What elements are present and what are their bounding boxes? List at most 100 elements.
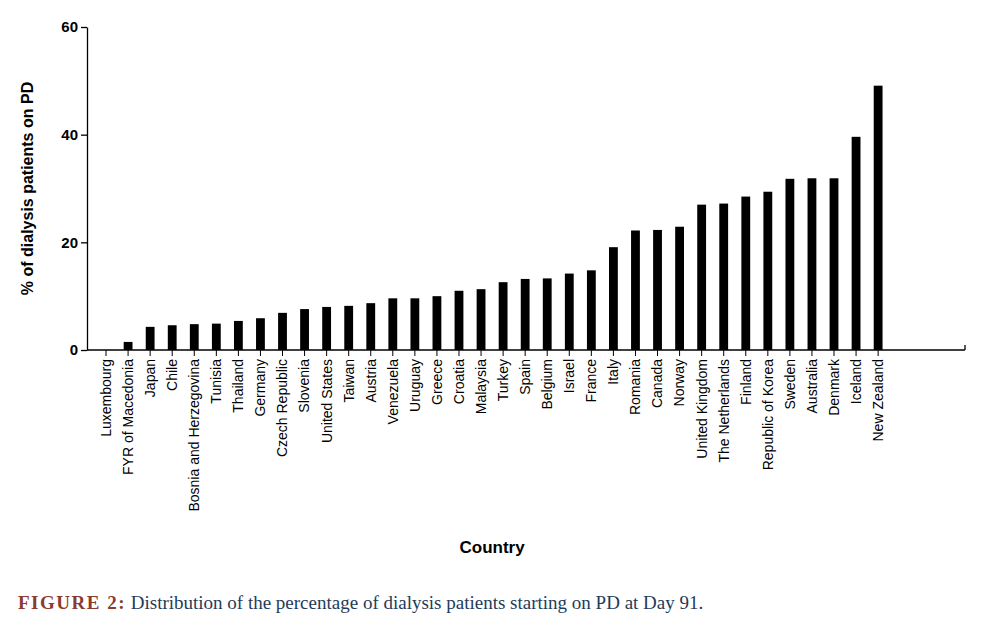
chart: 0204060LuxembourgFYR of MacedoniaJapanCh… — [0, 0, 997, 619]
bar — [124, 342, 133, 350]
x-tick-label: Italy — [605, 359, 621, 385]
caption: FIGURE 2: Distribution of the percentage… — [18, 592, 703, 613]
x-tick-mark — [525, 350, 526, 356]
x-tick-label: Romania — [627, 359, 643, 415]
x-tick-label: Australia — [804, 359, 820, 414]
x-tick-label: Belgium — [539, 359, 555, 410]
bar — [344, 306, 353, 350]
y-tick-label: 0 — [70, 341, 78, 358]
x-tick-mark — [106, 350, 107, 356]
bar — [697, 205, 706, 350]
x-tick-label: Czech Republic — [274, 359, 290, 457]
x-tick-mark — [194, 350, 195, 356]
x-tick: France — [583, 350, 599, 403]
x-tick: Republic of Korea — [760, 350, 776, 470]
x-tick-label: France — [583, 359, 599, 403]
x-tick-mark — [238, 350, 239, 356]
y-tick: 60 — [61, 18, 87, 35]
bar — [653, 230, 662, 350]
x-tick-mark — [458, 350, 459, 356]
x-tick-label: The Netherlands — [716, 359, 732, 463]
y-tick-label: 20 — [61, 234, 78, 251]
x-tick-mark — [569, 350, 570, 356]
x-tick-label: Finland — [738, 359, 754, 405]
x-tick-mark — [789, 350, 790, 356]
x-tick: Thailand — [230, 350, 246, 413]
x-tick-label: Spain — [517, 359, 533, 395]
bar — [146, 327, 155, 350]
x-tick: Israel — [561, 350, 577, 393]
x-tick: Australia — [804, 350, 820, 413]
x-tick: Greece — [429, 350, 445, 405]
x-tick-mark — [723, 350, 724, 356]
bar — [499, 282, 508, 350]
x-tick: The Netherlands — [716, 350, 732, 463]
x-axis: LuxembourgFYR of MacedoniaJapanChileBosn… — [87, 350, 965, 512]
x-tick-label: Denmark — [826, 358, 842, 416]
bar — [477, 289, 486, 350]
x-tick-label: Venezuela — [385, 359, 401, 425]
y-tick-label: 40 — [61, 126, 78, 143]
bar — [300, 309, 309, 350]
x-tick: Sweden — [782, 350, 798, 410]
x-tick-mark — [172, 350, 173, 356]
x-tick: Uruguay — [407, 350, 423, 412]
y-tick-mark — [81, 27, 87, 28]
x-tick: Austria — [363, 350, 379, 403]
y-tick-mark — [81, 350, 87, 351]
x-tick-mark — [591, 350, 592, 356]
x-tick: Norway — [671, 350, 687, 406]
bar — [785, 179, 794, 350]
x-tick-label: United Kingdom — [694, 359, 710, 459]
x-tick-label: Slovenia — [296, 359, 312, 413]
x-tick: United Kingdom — [694, 350, 710, 459]
x-tick: Malaysia — [473, 350, 489, 414]
y-axis-title: % of dialysis patients on PD — [19, 82, 36, 295]
x-tick-mark — [745, 350, 746, 356]
x-tick: New Zealand — [870, 350, 886, 442]
x-tick-label: Israel — [561, 359, 577, 393]
x-tick: Romania — [627, 350, 643, 415]
bar — [874, 86, 883, 350]
x-tick-label: Greece — [429, 359, 445, 405]
x-tick-mark — [326, 350, 327, 356]
x-tick-label: Republic of Korea — [760, 359, 776, 471]
bar — [675, 227, 684, 350]
bar — [719, 204, 728, 350]
bar — [212, 324, 221, 350]
x-tick: Canada — [649, 350, 665, 408]
x-tick: Slovenia — [296, 350, 312, 413]
x-tick: Belgium — [539, 350, 555, 410]
x-tick-mark — [260, 350, 261, 356]
x-tick-label: Iceland — [848, 359, 864, 404]
x-tick-mark — [811, 350, 812, 356]
x-axis-line — [87, 349, 965, 350]
x-tick-label: Thailand — [230, 359, 246, 413]
bar — [388, 298, 397, 350]
x-tick: Luxembourg — [98, 350, 114, 437]
bar — [278, 313, 287, 350]
x-tick-label: Japan — [142, 359, 158, 397]
x-tick-label: Bosnia and Herzegovina — [186, 359, 202, 512]
x-tick-label: Austria — [363, 359, 379, 403]
x-tick: Italy — [605, 350, 621, 385]
x-tick-mark — [370, 350, 371, 356]
x-tick: Denmark — [826, 350, 842, 416]
x-tick: Spain — [517, 350, 533, 395]
y-tick: 20 — [61, 234, 87, 251]
x-tick-mark — [657, 350, 658, 356]
x-tick-label: Luxembourg — [98, 359, 114, 437]
x-tick-mark — [613, 350, 614, 356]
x-axis-title: Country — [459, 538, 525, 557]
x-tick: Iceland — [848, 350, 864, 404]
y-tick: 40 — [61, 126, 87, 143]
x-tick-mark — [304, 350, 305, 356]
x-tick-mark — [128, 350, 129, 356]
x-tick: FYR of Macedonia — [120, 350, 136, 475]
y-tick-mark — [81, 242, 87, 243]
x-tick-mark — [547, 350, 548, 356]
y-axis: 0 20 40 60 — [61, 18, 87, 358]
x-tick: Taiwan — [341, 350, 357, 403]
bar — [543, 278, 552, 350]
x-tick: Tunisia — [208, 350, 224, 404]
